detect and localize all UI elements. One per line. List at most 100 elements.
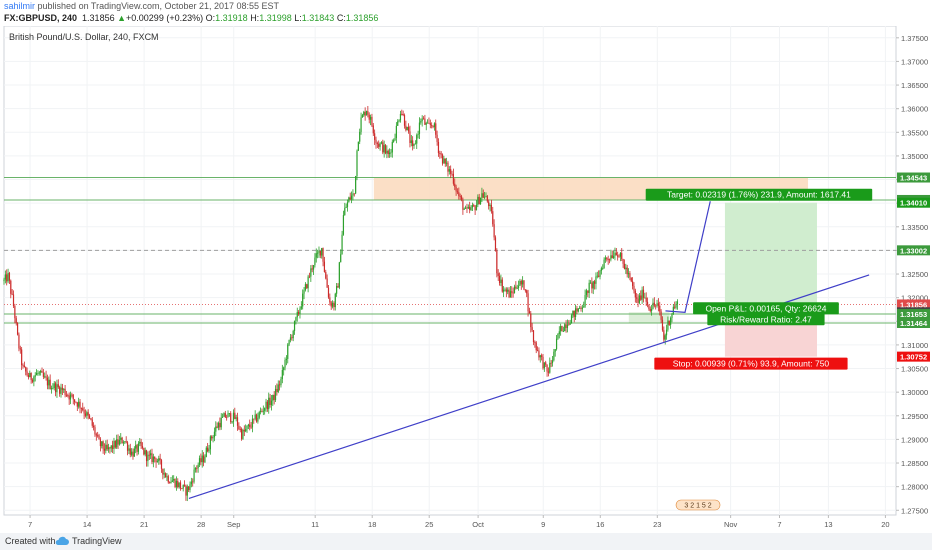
candle-body (76, 402, 78, 407)
candle-body (6, 274, 8, 282)
candle-body (151, 453, 153, 463)
candle-body (655, 305, 657, 307)
candle-body (306, 284, 308, 289)
candle-body (496, 250, 498, 274)
candle-body (361, 115, 364, 118)
target-zone[interactable] (724, 202, 817, 313)
candle-body (327, 287, 330, 298)
candle-body (407, 126, 410, 132)
stop-label[interactable]: Stop: 0.00939 (0.71%) 93.9, Amount: 750 (654, 357, 848, 370)
ohlc-line: FX:GBPUSD, 240 1.31856 ▲+0.00299 (+0.23%… (4, 12, 378, 24)
candle-body (459, 196, 461, 197)
candle-body (236, 417, 239, 426)
candle-body (35, 373, 38, 376)
candle-body (463, 208, 465, 210)
candle-body (202, 455, 205, 463)
price-label-text: 1.34543 (900, 174, 927, 183)
x-tick-label: 14 (83, 520, 91, 529)
candle-body (71, 394, 73, 396)
candle-body (471, 205, 474, 208)
target-label[interactable]: Target: 0.02319 (1.76%) 231.9, Amount: 1… (645, 188, 873, 201)
candle-body (72, 394, 74, 400)
candle-body (363, 111, 365, 116)
candle-body (513, 286, 516, 294)
price-axis[interactable]: 1.37500 1.37000 1.36500 1.36000 1.35500 1.350… (896, 34, 930, 515)
candle-body (207, 447, 209, 452)
candle-body (19, 348, 21, 350)
price-chart[interactable]: 3 2 1 5 2 Target: 0.02319 (1.76%) 231.9,… (0, 26, 932, 533)
time-axis[interactable]: 7 14 21 28 Sep 11 18 25 Oct 9 16 23 Nov 7 13 20 (28, 515, 890, 529)
candle-body (132, 451, 134, 457)
candle-body (139, 441, 141, 444)
candle-body (258, 412, 260, 418)
candle-body (122, 442, 125, 444)
events-marker[interactable]: 3 2 1 5 2 (675, 499, 721, 511)
candle-body (410, 140, 412, 143)
candle-body (61, 387, 63, 390)
candle-body (188, 486, 190, 490)
candle-body (33, 376, 35, 382)
candle-body (641, 289, 643, 300)
candle-body (593, 281, 596, 284)
candle-body (171, 480, 173, 482)
candle-body (595, 276, 597, 284)
candle-body (621, 252, 623, 259)
candle-body (277, 384, 279, 392)
x-tick-label: Sep (227, 520, 240, 529)
candle-body (232, 412, 235, 422)
candle-body (664, 335, 666, 340)
events-bubble (675, 499, 721, 511)
candle-body (515, 286, 517, 289)
low-value: 1.31843 (301, 13, 335, 23)
candle-body (56, 384, 58, 393)
candle-body (164, 473, 167, 478)
candle-body (546, 364, 548, 372)
y-tick-label: 1.30000 (901, 388, 928, 397)
risk-reward-label-bg (707, 313, 825, 326)
candle-body (600, 268, 602, 271)
candle-body (101, 441, 103, 447)
tradingview-brand[interactable]: TradingView (72, 536, 122, 546)
candle-body (384, 145, 387, 154)
candle-body (287, 344, 289, 359)
candle-body (326, 278, 328, 288)
candle-body (399, 113, 402, 121)
candle-body (524, 289, 526, 291)
x-tick-label: 25 (425, 520, 433, 529)
candle-body (444, 158, 446, 164)
candle-body (273, 394, 275, 401)
candle-body (531, 327, 533, 331)
candle-body (393, 140, 395, 142)
open-pnl-label[interactable]: Open P&L: 0.00165, Qty: 26624 (693, 302, 839, 315)
candle-body (353, 193, 355, 195)
candle-body (83, 410, 85, 414)
candle-body (160, 460, 163, 469)
candle-body (250, 426, 252, 428)
candle-body (592, 281, 594, 289)
candle-body (16, 323, 19, 335)
candle-body (312, 265, 315, 270)
candle-body (536, 350, 539, 352)
candle-body (440, 153, 442, 155)
candle-body (610, 255, 612, 260)
candle-body (579, 307, 581, 309)
candle-body (501, 279, 503, 292)
candle-body (220, 417, 222, 428)
candle-body (469, 206, 471, 210)
candle-body (422, 118, 425, 120)
username-link[interactable]: sahilmir (4, 1, 36, 11)
candle-body (54, 383, 57, 393)
candle-body (63, 388, 65, 390)
risk-reward-label[interactable]: Risk/Reward Ratio: 2.47 (707, 313, 825, 326)
x-tick-label: 16 (596, 520, 604, 529)
candle-body (317, 252, 319, 254)
candle-body (357, 141, 359, 151)
candle-body (247, 424, 249, 426)
candle-body (481, 193, 483, 198)
candle-body (186, 486, 188, 496)
candle-body (355, 176, 357, 194)
candle-body (105, 444, 107, 451)
candle-body (671, 313, 673, 319)
chart-title: British Pound/U.S. Dollar, 240, FXCM (9, 32, 159, 42)
projection-path[interactable] (665, 201, 711, 313)
